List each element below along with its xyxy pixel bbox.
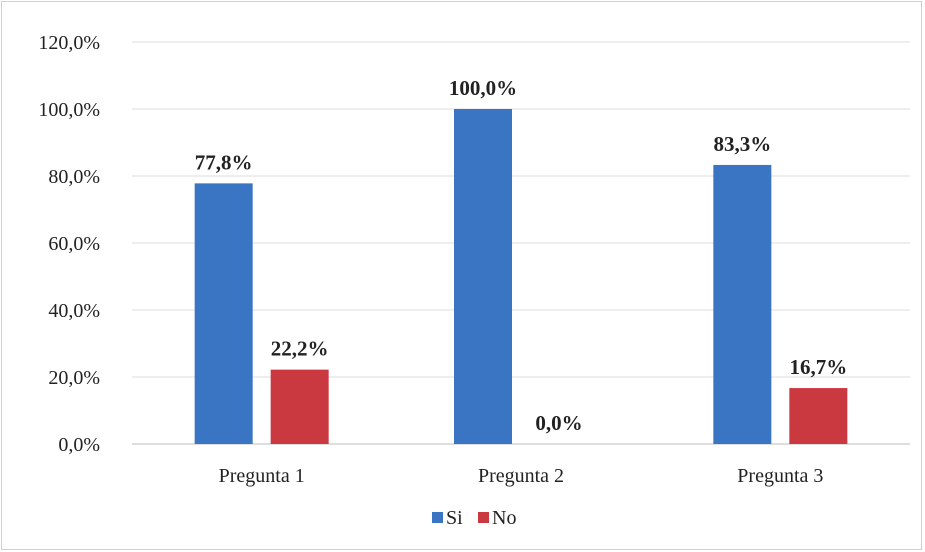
bar-no-3 (789, 388, 848, 444)
category-label: Pregunta 1 (219, 465, 305, 487)
category-label: Pregunta 2 (478, 465, 564, 487)
data-label-si-3: 83,3% (713, 132, 771, 156)
legend-swatch-no (478, 512, 489, 523)
y-tick-label: 120,0% (38, 32, 100, 54)
bar-si-2 (454, 109, 512, 444)
bar-si-1 (194, 183, 253, 444)
y-tick-label: 60,0% (48, 233, 100, 255)
data-labels: 77,8% 22,2% 100,0% 0,0% 83,3% 16,7% (195, 76, 847, 435)
data-label-no-3: 16,7% (789, 355, 847, 379)
data-label-no-2: 0,0% (535, 411, 582, 435)
bar-si-3 (713, 164, 772, 444)
y-tick-label: 80,0% (48, 166, 100, 188)
legend-label-no: No (492, 507, 516, 529)
data-label-no-1: 22,2% (271, 337, 329, 361)
bar-no-1 (270, 369, 329, 444)
bars (194, 109, 848, 444)
y-tick-label: 0,0% (58, 434, 100, 456)
legend: Si No (432, 507, 516, 529)
data-label-si-2: 100,0% (449, 76, 517, 100)
gridlines (132, 41, 910, 445)
category-label: Pregunta 3 (737, 465, 823, 487)
legend-swatch-si (432, 512, 443, 523)
legend-label-si: Si (446, 507, 463, 529)
y-axis-ticks: 0,0% 20,0% 40,0% 60,0% 80,0% 100,0% 120,0% (38, 32, 100, 456)
y-tick-label: 40,0% (48, 300, 100, 322)
y-tick-label: 100,0% (38, 99, 100, 121)
y-tick-label: 20,0% (48, 367, 100, 389)
data-label-si-1: 77,8% (195, 150, 253, 174)
x-axis-categories: Pregunta 1 Pregunta 2 Pregunta 3 (219, 465, 824, 487)
